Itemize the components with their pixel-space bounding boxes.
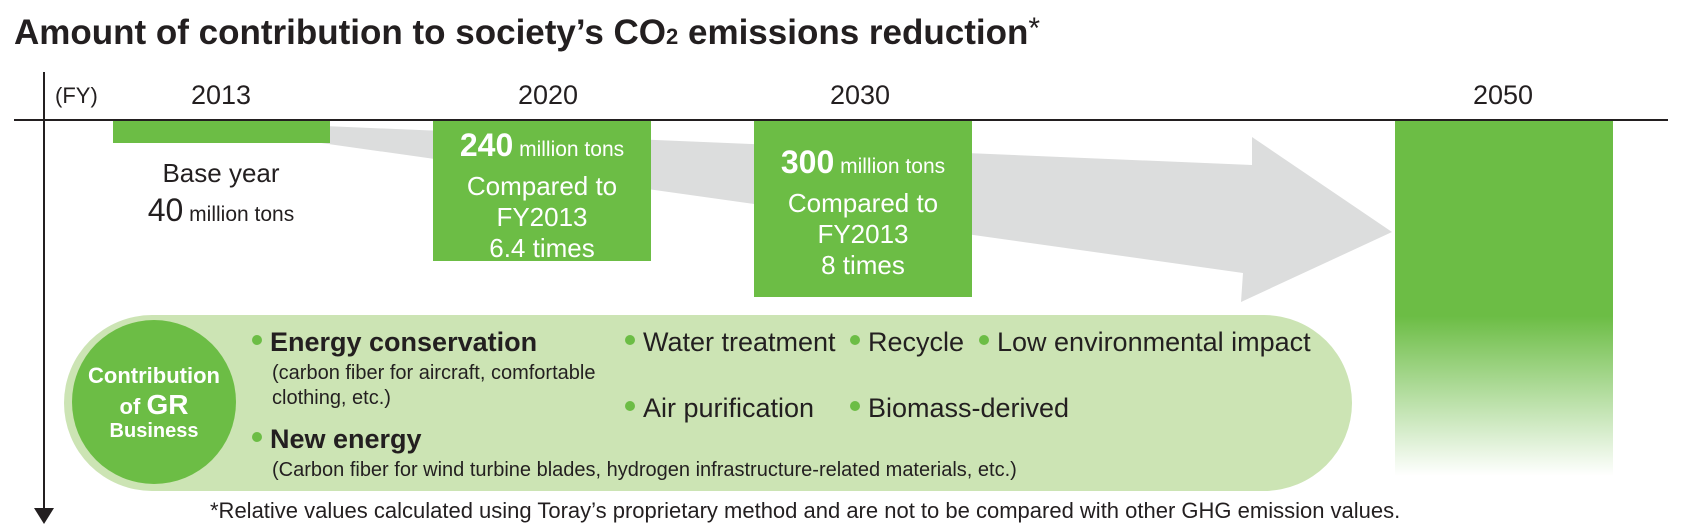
bullet-dot-icon: [252, 432, 262, 442]
bullet-dot-icon: [850, 401, 860, 411]
item-low-environmental-impact: Low environmental impact: [979, 327, 1311, 358]
bar-2013: [113, 121, 330, 143]
item-energy-conservation: Energy conservation: [252, 327, 537, 358]
title-asterisk: *: [1028, 12, 1041, 45]
year-2050: 2050: [1472, 80, 1534, 110]
timeline-horizontal-axis: [14, 119, 1668, 121]
year-2013: 2013: [190, 80, 252, 110]
bullet-dot-icon: [979, 335, 989, 345]
new-energy-description: (Carbon fiber for wind turbine blades, h…: [272, 459, 1017, 481]
bullet-dot-icon: [850, 335, 860, 345]
year-2020: 2020: [517, 80, 579, 110]
bullet-dot-icon: [625, 335, 635, 345]
fy-label: (FY): [55, 83, 98, 108]
bar-2050: [1395, 121, 1613, 476]
bullet-dot-icon: [252, 335, 262, 345]
contribution-panel: [64, 315, 1352, 491]
item-air-purification: Air purification: [625, 393, 814, 424]
base-year-label: Base year 40 million tons: [147, 158, 295, 228]
item-recycle: Recycle: [850, 327, 964, 358]
value-2030: 300: [780, 144, 835, 180]
title-subscript: 2: [666, 24, 679, 49]
page-title: Amount of contribution to society’s CO2 …: [14, 12, 1041, 52]
item-new-energy: New energy: [252, 424, 422, 455]
item-water-treatment: Water treatment: [625, 327, 836, 358]
bullet-dot-icon: [625, 401, 635, 411]
arrow-down-icon: [34, 508, 54, 524]
base-year-value: 40: [147, 192, 184, 228]
value-2020: 240: [459, 127, 514, 163]
energy-conservation-description: (carbon fiber for aircraft, comfortable …: [272, 362, 596, 409]
timeline-vertical-axis: [43, 72, 45, 512]
bar-2020: 240 million tons Compared to FY2013 6.4 …: [433, 121, 651, 263]
contribution-circle: Contribution of GR Business: [72, 320, 236, 484]
footnote: *Relative values calculated using Toray’…: [210, 498, 1401, 523]
year-2030: 2030: [829, 80, 891, 110]
item-biomass-derived: Biomass-derived: [850, 393, 1069, 424]
bar-2030: 300 million tons Compared to FY2013 8 ti…: [754, 121, 972, 297]
